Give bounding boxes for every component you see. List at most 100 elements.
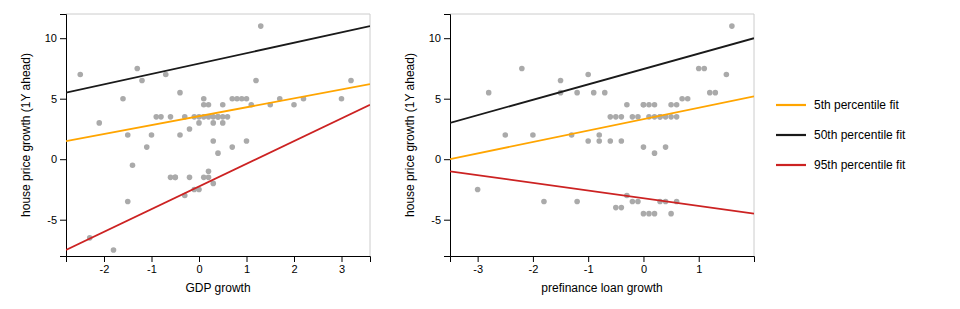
plot-frame	[450, 14, 754, 15]
tick-label: 0	[196, 263, 202, 275]
chart-root: -2-10123-50510GDP growthhouse price grow…	[0, 0, 960, 309]
scatter-point	[613, 114, 619, 120]
legend-swatch	[776, 134, 806, 136]
y-axis-title: house price growth (1Y ahead)	[403, 53, 417, 217]
scatter-point	[220, 102, 226, 108]
scatter-point	[187, 126, 193, 132]
tick-mark	[588, 256, 589, 262]
scatter-point	[607, 138, 613, 144]
scatter-point	[602, 90, 608, 96]
scatter-point	[244, 138, 250, 144]
scatter-point	[215, 150, 221, 156]
scatter-point	[220, 120, 226, 126]
tick-label: -1	[584, 263, 594, 275]
plot-frame	[370, 14, 371, 256]
scatter-point	[486, 90, 492, 96]
scatter-point	[630, 114, 636, 120]
scatter-point	[519, 66, 525, 72]
tick: 1	[244, 256, 250, 275]
scatter-point	[713, 90, 719, 96]
tick: -2	[100, 256, 110, 275]
scatter-point	[724, 72, 730, 78]
y-axis-title: house price growth (1Y ahead)	[19, 53, 33, 217]
scatter-point	[707, 90, 713, 96]
fit-line	[450, 38, 754, 123]
plot-panel: -3-2-101-50510prefinance loan growthhous…	[403, 14, 755, 295]
axis-line	[444, 15, 451, 257]
scatter-point	[172, 175, 178, 181]
scatter-point	[585, 72, 591, 78]
scatter-point	[685, 96, 691, 102]
scatter-point	[701, 66, 707, 72]
scatter-point	[348, 78, 354, 84]
plot-frame	[754, 14, 755, 256]
x-axis-title: GDP growth	[185, 281, 250, 295]
scatter-point	[149, 132, 155, 138]
scatter-point	[613, 205, 619, 211]
scatter-point	[641, 102, 647, 108]
tick: -5	[47, 214, 66, 226]
scatter-point	[177, 132, 183, 138]
plot-panel: -2 -1 0 1 2 3 -5 0 5 10 GDP growth house price grow…	[19, 14, 371, 295]
tick: -1	[147, 256, 157, 275]
scatter-point	[502, 132, 508, 138]
scatter-point	[120, 96, 126, 102]
tick-label: -5	[431, 214, 441, 226]
tick-mark	[643, 256, 644, 262]
scatter-point	[125, 199, 131, 205]
fit-line	[66, 105, 370, 250]
scatter-point	[663, 144, 669, 150]
scatter-point	[530, 132, 536, 138]
scatter-point	[558, 78, 564, 84]
scatter-series	[475, 23, 735, 216]
tick-mark	[444, 99, 450, 100]
legend-label: 95th percentile fit	[814, 158, 906, 172]
scatter-point	[134, 66, 140, 72]
scatter-point	[201, 175, 207, 181]
tick-mark	[444, 38, 450, 39]
tick: 10	[45, 32, 66, 44]
tick-label: 10	[429, 32, 441, 44]
tick-mark	[60, 38, 66, 39]
tick: -2	[529, 256, 539, 275]
scatter-point	[130, 162, 136, 168]
axis-line	[60, 15, 67, 257]
tick: -5	[431, 214, 450, 226]
x-axis: -3 -2 -1 0 1	[451, 256, 755, 275]
tick-label: -2	[100, 263, 110, 275]
axis-line	[67, 257, 371, 263]
scatter-point	[206, 169, 212, 175]
scatter-point	[646, 211, 652, 217]
scatter-point	[652, 150, 658, 156]
scatter-point	[674, 114, 680, 120]
scatter-point	[258, 23, 264, 29]
tick-mark	[60, 220, 66, 221]
tick-label: 0	[51, 153, 57, 165]
tick-label: 2	[291, 263, 297, 275]
tick-mark	[199, 256, 200, 262]
plot-frame	[66, 14, 370, 15]
tick: 10	[429, 32, 450, 44]
tick: 5	[51, 93, 66, 105]
scatter-point	[244, 96, 250, 102]
tick: 2	[291, 256, 297, 275]
tick: 0	[641, 256, 647, 275]
x-axis-title: prefinance loan growth	[541, 281, 662, 295]
scatter-point	[225, 114, 231, 120]
tick-mark	[478, 256, 479, 262]
tick-label: -5	[47, 214, 57, 226]
axis-line	[451, 257, 755, 263]
scatter-point	[646, 102, 652, 108]
scatter-point	[668, 114, 674, 120]
tick-label: 1	[696, 263, 702, 275]
tick-mark	[444, 220, 450, 221]
tick: 0	[196, 256, 202, 275]
tick: -3	[473, 256, 483, 275]
scatter-point	[607, 114, 613, 120]
tick: 3	[339, 256, 345, 275]
legend-swatch	[776, 104, 806, 106]
scatter-point	[596, 138, 602, 144]
scatter-point	[163, 72, 169, 78]
scatter-point	[253, 78, 259, 84]
scatter-point	[144, 144, 150, 150]
